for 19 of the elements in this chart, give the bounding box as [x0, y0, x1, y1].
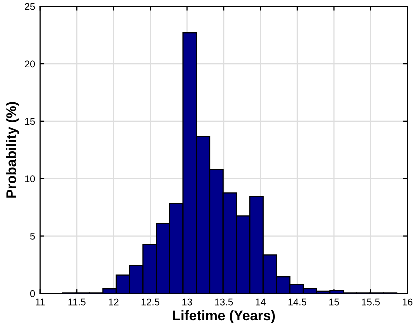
x-tick-label: 16 — [403, 298, 413, 306]
x-tick-label: 13 — [182, 298, 192, 306]
y-axis-title: Probability (%) — [6, 102, 20, 198]
y-tick-label: 5 — [30, 233, 36, 240]
x-tick-label: 11 — [36, 298, 45, 306]
x-tick-label: 12 — [109, 298, 119, 306]
y-tick-label: 20 — [25, 60, 36, 68]
x-tick-label: 15 — [330, 298, 340, 306]
x-axis-title: Lifetime (Years) — [173, 310, 276, 324]
x-tick-label: 11.5 — [68, 298, 86, 306]
x-tick-label: 14.5 — [288, 298, 307, 306]
y-tick-label: 25 — [25, 3, 36, 10]
x-tick-label: 14 — [256, 298, 266, 306]
x-tick-label: 12.5 — [142, 298, 160, 306]
y-tick-label: 10 — [25, 176, 36, 182]
y-tick-label: 15 — [25, 118, 36, 126]
x-tick-label: 15.5 — [362, 298, 380, 306]
y-tick-label: 0 — [30, 290, 36, 298]
x-tick-label: 13.5 — [215, 298, 234, 306]
